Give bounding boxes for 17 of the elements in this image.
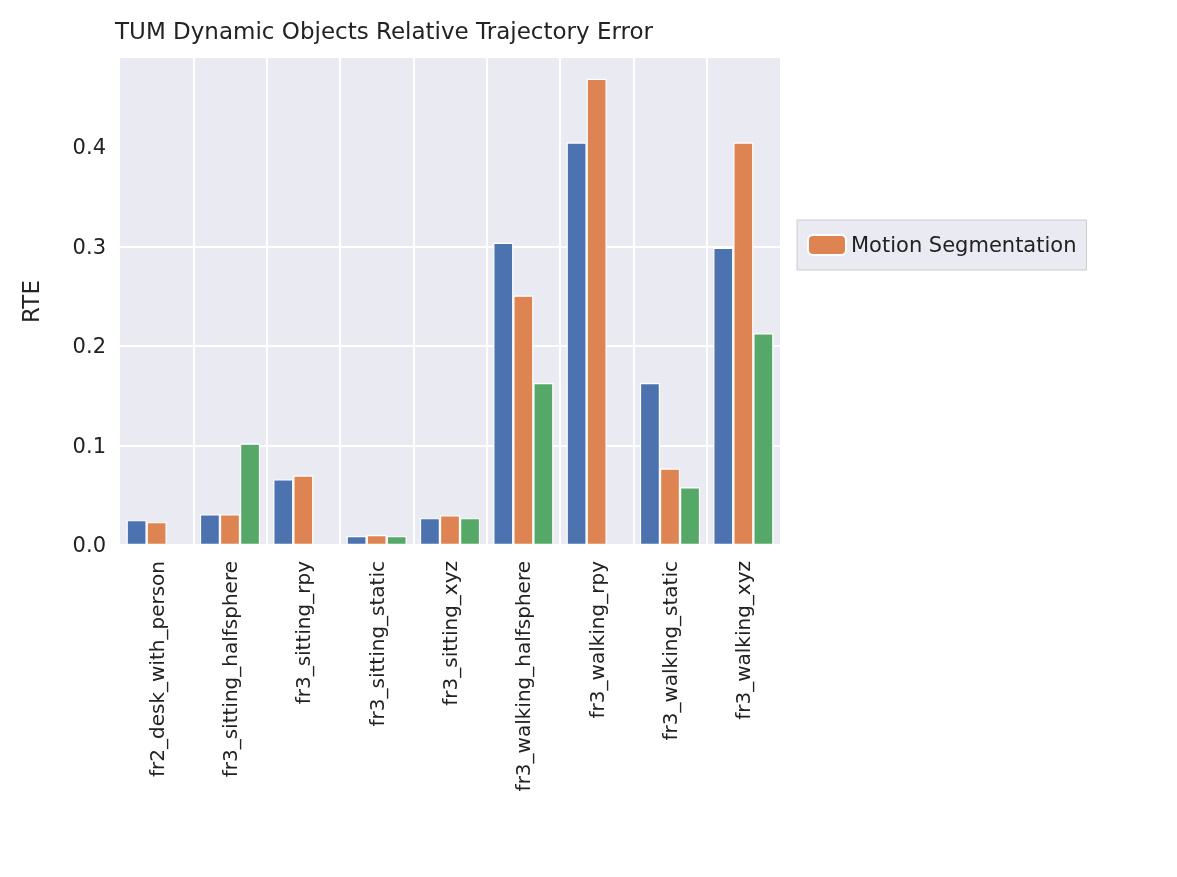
y-tick-label: 0.4 bbox=[72, 135, 106, 160]
x-tick-label: fr3_walking_xyz bbox=[731, 561, 756, 720]
chart-title: TUM Dynamic Objects Relative Trajectory Error bbox=[114, 17, 654, 44]
legend-label: Motion Segmentation bbox=[851, 233, 1077, 257]
y-axis-title: RTE bbox=[17, 280, 44, 323]
y-tick-label: 0.1 bbox=[72, 433, 106, 458]
x-tick-label: fr3_sitting_halfsphere bbox=[218, 561, 242, 778]
y-tick-label: 0.2 bbox=[72, 334, 106, 359]
x-tick-label: fr3_sitting_static bbox=[364, 561, 389, 727]
x-tick-label: fr2_desk_with_person bbox=[144, 561, 169, 777]
y-tick-label: 0.0 bbox=[72, 533, 106, 557]
y-tick-label: 0.3 bbox=[72, 234, 106, 259]
x-tick-label: fr3_sitting_rpy bbox=[291, 560, 316, 705]
x-tick-label: fr3_walking_static bbox=[658, 561, 682, 741]
x-tick-label: fr3_walking_halfsphere bbox=[511, 561, 536, 792]
x-tick-label: fr3_sitting_xyz bbox=[438, 561, 462, 706]
x-tick-label: fr3_walking_rpy bbox=[584, 560, 609, 719]
